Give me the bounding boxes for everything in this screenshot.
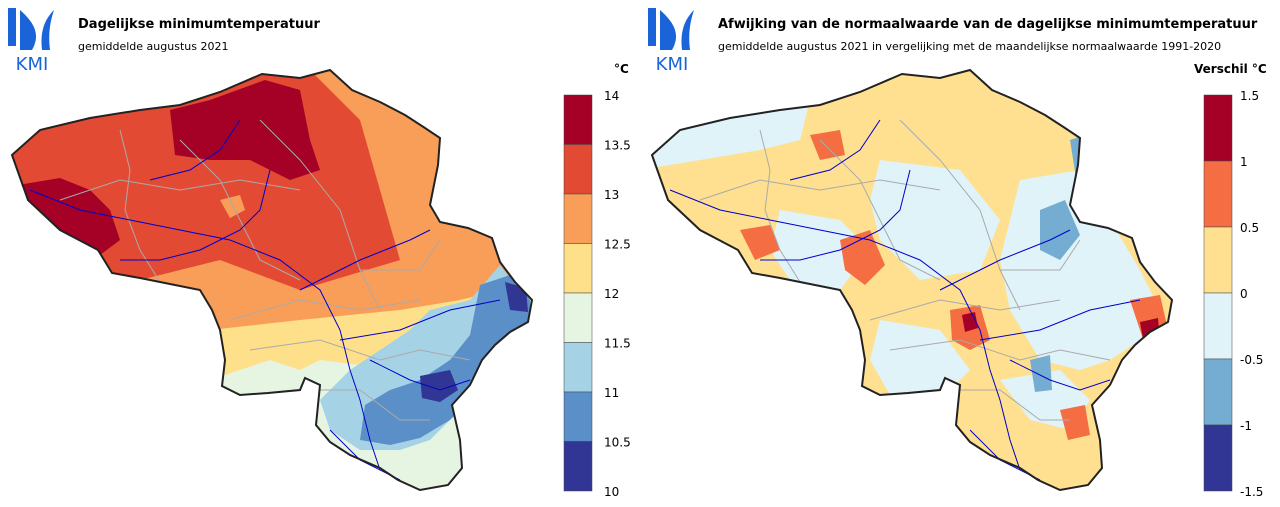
- anomaly-band-neg1-neg0.5-south: [1030, 355, 1052, 392]
- anomaly-map: [650, 68, 1174, 492]
- legend-swatch-11-11.5: [563, 342, 593, 393]
- temp-band-10-10.5: [420, 370, 458, 402]
- temperature-anomaly-panel: KMI Afwijking van de normaalwaarde van d…: [640, 0, 1280, 507]
- temp-spot-12.5: [220, 195, 245, 218]
- anomaly-band-0.5-1-west: [740, 225, 780, 260]
- rivers: [669, 119, 1141, 481]
- legend-tick: 10.5: [604, 436, 631, 450]
- legend-swatch-10.5-11: [563, 391, 593, 442]
- kmi-logo: KMI: [8, 8, 54, 72]
- map-subtitle: gemiddelde augustus 2021: [78, 40, 229, 53]
- country-border: [650, 68, 1174, 492]
- legend-swatch-13-13.5: [563, 144, 593, 195]
- legend-tick: -0.5: [1240, 353, 1263, 367]
- legend-swatch-10-10.5: [563, 441, 593, 492]
- kmi-logo-text: KMI: [656, 54, 689, 72]
- legend-tick: 10: [604, 485, 619, 499]
- map-title: Afwijking van de normaalwaarde van de da…: [718, 17, 1258, 32]
- legend-tick: 11: [604, 386, 619, 400]
- legend-tick: 13: [604, 188, 619, 202]
- anomaly-band-1-1.5-east: [1140, 318, 1160, 350]
- legend-tick: 12.5: [604, 238, 631, 252]
- kmi-logo-mark: [8, 8, 54, 50]
- legend-tick: -1: [1240, 419, 1252, 433]
- minimum-temperature-panel: KMI Dagelijkse minimumtemperatuur gemidd…: [8, 8, 631, 499]
- legend-swatch-1-1.5: [1203, 94, 1233, 162]
- legend-swatch-13.5-14: [563, 94, 593, 145]
- map-title: Dagelijkse minimumtemperatuur: [78, 17, 320, 32]
- legend-unit: Verschil °C: [1194, 62, 1267, 76]
- legend-swatch-neg1.5-neg1: [1203, 424, 1233, 492]
- temp-band-13.5-14-north: [170, 80, 320, 180]
- legend-tick: 0: [1240, 287, 1248, 301]
- temperature-map: [10, 68, 534, 492]
- kmi-logo-mark: [648, 8, 694, 50]
- anomaly-band-0.5-1-north: [810, 130, 845, 160]
- province-boundaries: [59, 119, 471, 421]
- kmi-logo: KMI: [648, 8, 694, 72]
- province-boundaries: [699, 119, 1111, 421]
- legend-swatch-neg0.5-0: [1203, 292, 1233, 360]
- anomaly-band-neg0.5-0-center: [870, 160, 1000, 280]
- legend-swatch-neg1-neg0.5: [1203, 358, 1233, 426]
- legend-tick: 1.5: [1240, 90, 1259, 103]
- anomaly-band-0.5-1-center: [840, 230, 885, 285]
- legend-swatch-0-0.5: [1203, 226, 1233, 294]
- legend-tick: -1.5: [1240, 485, 1263, 499]
- kmi-logo-text: KMI: [16, 54, 49, 72]
- legend-tick: 12: [604, 287, 619, 301]
- temp-band-13.5-14-west: [18, 178, 120, 255]
- legend-tick: 1: [1240, 155, 1248, 169]
- map-subtitle: gemiddelde augustus 2021 in vergelijking…: [718, 40, 1222, 53]
- anomaly-band-neg1-neg0.5-east: [1040, 200, 1080, 260]
- legend-unit: °C: [614, 62, 629, 76]
- legend-tick: 13.5: [604, 139, 631, 153]
- legend-tick: 14: [604, 90, 619, 103]
- rivers: [29, 119, 501, 481]
- temp-band-10.5-11: [360, 275, 530, 445]
- legend-swatch-12-12.5: [563, 243, 593, 294]
- legend-tick: 0.5: [1240, 221, 1259, 235]
- legend-swatch-11.5-12: [563, 292, 593, 343]
- legend-swatch-12.5-13: [563, 193, 593, 244]
- anomaly-band-0.5-1-southeast: [1060, 405, 1090, 440]
- legend-swatch-0.5-1: [1203, 160, 1233, 228]
- legend-tick: 11.5: [604, 337, 631, 351]
- country-border: [10, 68, 534, 492]
- temperature-legend: 14 13.5 13 12.5 12 11.5 11 10.5 10: [563, 90, 631, 499]
- anomaly-legend: 1.5 1 0.5 0 -0.5 -1 -1.5: [1203, 90, 1263, 499]
